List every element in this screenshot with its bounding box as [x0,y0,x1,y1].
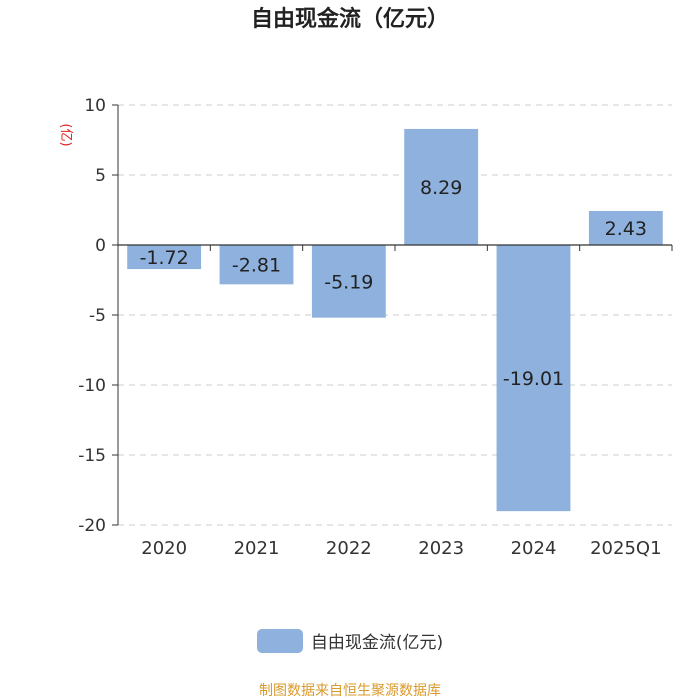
x-tick-label: 2021 [234,538,280,559]
legend-label: 自由现金流(亿元) [310,633,444,653]
bar-value-label: 2.43 [605,218,647,240]
bar-value-label: -5.19 [324,271,373,293]
legend: 自由现金流(亿元) [0,628,700,653]
y-tick-label: -15 [78,446,106,466]
bar [404,128,479,245]
axes: 10 5 0 -5 -10 -15 -20 2020 2021 2022 2023 2024 2025Q… [78,96,673,559]
chart-title: 自由现金流（亿元） [250,7,449,32]
x-tick-label: 2022 [326,538,372,559]
bar [588,210,663,245]
x-tick-label: 2025Q1 [590,538,661,559]
source-note: 制图数据来自恒生聚源数据库 [259,683,441,699]
y-tick-label: -5 [89,306,106,326]
y-tick-label: -10 [78,376,106,396]
bar [219,245,294,285]
x-tick-label: 2024 [511,538,557,559]
bar-value-label: -1.72 [140,247,189,269]
bar [311,245,386,318]
bar [496,245,571,512]
y-axis-label: (亿) [58,123,73,146]
bars [127,128,663,512]
bar-value-label: 8.29 [420,177,462,199]
bar [127,245,202,270]
bar-value-label: -2.81 [232,255,281,277]
y-tick-label: -20 [78,516,106,536]
bar-value-label: -19.01 [503,368,564,390]
y-tick-label: 5 [95,166,106,186]
legend-swatch [256,628,303,653]
y-tick-label: 10 [84,96,106,116]
x-tick-label: 2023 [418,538,464,559]
value-labels: -1.72 -2.81 -5.19 8.29 -19.01 2.43 [140,177,647,390]
x-tick-label: 2020 [141,538,187,559]
gridlines [118,104,672,526]
y-tick-label: 0 [95,236,106,256]
